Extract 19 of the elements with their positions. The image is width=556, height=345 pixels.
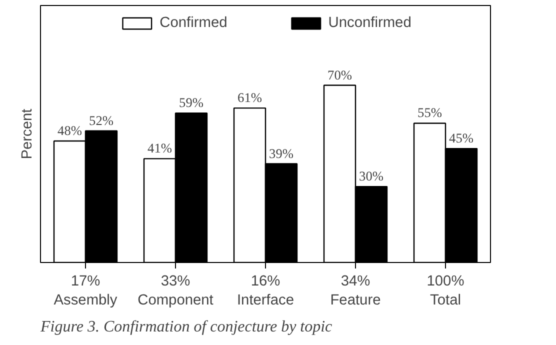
- x-tick-label: 16% Interface: [236, 274, 294, 309]
- data-label: 39%: [269, 146, 294, 161]
- x-tick-label: 34% Feature: [330, 274, 381, 309]
- data-label: 55%: [418, 105, 442, 120]
- y-axis-title: Percent: [20, 108, 36, 160]
- x-tick-label: 100% Total: [426, 274, 464, 309]
- x-tick-label: 17% Assembly: [54, 274, 118, 309]
- data-label: 48%: [58, 122, 82, 138]
- data-label: 59%: [179, 95, 204, 110]
- legend-label: Confirmed: [160, 15, 228, 31]
- x-tick-label: 33% Component: [138, 274, 214, 309]
- data-label: 45%: [449, 130, 474, 146]
- data-label: 70%: [328, 67, 352, 82]
- data-label: 30%: [359, 168, 384, 184]
- caption: Figure 3. Confirmation of conjecture by topic: [40, 318, 332, 336]
- data-label: 61%: [238, 90, 262, 106]
- legend-label: Unconfirmed: [328, 15, 412, 31]
- data-label: 41%: [148, 140, 172, 156]
- data-label: 52%: [89, 112, 114, 128]
